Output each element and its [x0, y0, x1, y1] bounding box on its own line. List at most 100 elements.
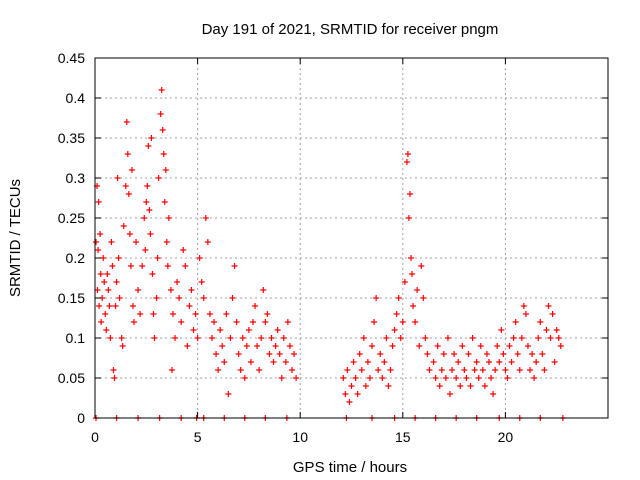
- data-point: [350, 359, 357, 365]
- data-point: [389, 343, 396, 349]
- data-point: [202, 215, 209, 221]
- data-point: [192, 311, 199, 317]
- data-point: [346, 399, 353, 405]
- data-point: [106, 303, 113, 309]
- data-point: [461, 367, 468, 373]
- data-point: [164, 263, 171, 269]
- data-point: [477, 343, 484, 349]
- data-point: [247, 359, 254, 365]
- data-point: [531, 375, 538, 381]
- data-point: [250, 319, 257, 325]
- data-point: [284, 319, 291, 325]
- data-point: [96, 303, 103, 309]
- data-point: [219, 343, 226, 349]
- data-point: [488, 375, 495, 381]
- data-point: [231, 263, 238, 269]
- data-point: [288, 367, 295, 373]
- x-tick-label: 0: [91, 429, 99, 445]
- data-point: [475, 375, 482, 381]
- data-point: [444, 335, 451, 341]
- y-tick-label: 0.35: [58, 130, 85, 146]
- data-point: [93, 239, 100, 245]
- data-point: [432, 375, 439, 381]
- data-point: [182, 263, 189, 269]
- data-point: [500, 351, 507, 357]
- plot-frame: [94, 57, 609, 419]
- data-point: [524, 343, 531, 349]
- data-point: [160, 151, 167, 157]
- data-point: [360, 335, 367, 341]
- data-point: [463, 375, 470, 381]
- data-points: [93, 87, 566, 421]
- data-point: [416, 343, 423, 349]
- data-point: [418, 263, 425, 269]
- data-point: [97, 271, 104, 277]
- data-point: [422, 335, 429, 341]
- data-point: [457, 383, 464, 389]
- data-point: [165, 215, 172, 221]
- data-point: [98, 319, 105, 325]
- data-point: [557, 343, 564, 349]
- data-point: [385, 383, 392, 389]
- data-point: [494, 343, 501, 349]
- data-point: [126, 231, 133, 237]
- data-point: [549, 311, 556, 317]
- data-point: [262, 319, 269, 325]
- data-point: [340, 375, 347, 381]
- data-point: [123, 119, 130, 125]
- data-point: [451, 351, 458, 357]
- data-point: [103, 327, 110, 333]
- y-axis-ticks: 0 0.05 0.1 0.15 0.2 0.25 0.3 0.35 0.4 0.45: [58, 50, 608, 426]
- data-point: [107, 335, 114, 341]
- data-point: [258, 335, 265, 341]
- data-point: [473, 359, 480, 365]
- data-point: [260, 287, 267, 293]
- data-point: [414, 287, 421, 293]
- data-point: [529, 351, 536, 357]
- data-point: [387, 367, 394, 373]
- data-point: [208, 335, 215, 341]
- data-point: [215, 367, 222, 373]
- data-point: [268, 335, 275, 341]
- data-point: [344, 367, 351, 373]
- data-point: [485, 359, 492, 365]
- data-point: [420, 295, 427, 301]
- data-point: [235, 351, 242, 357]
- data-point: [264, 311, 271, 317]
- data-point: [440, 351, 447, 357]
- data-point: [266, 351, 273, 357]
- data-point: [233, 319, 240, 325]
- data-point: [151, 335, 158, 341]
- data-point: [364, 359, 371, 365]
- data-point: [278, 375, 285, 381]
- data-point: [375, 367, 382, 373]
- data-point: [206, 311, 213, 317]
- data-point: [239, 335, 246, 341]
- data-point: [535, 335, 542, 341]
- data-point: [455, 359, 462, 365]
- data-point: [274, 327, 281, 333]
- data-point: [245, 327, 252, 333]
- data-point: [379, 375, 386, 381]
- data-point: [406, 191, 413, 197]
- data-point: [358, 367, 365, 373]
- data-point: [95, 199, 102, 205]
- data-point: [147, 231, 154, 237]
- chart-title: Day 191 of 2021, SRMTID for receiver png…: [202, 21, 499, 38]
- data-point: [176, 295, 183, 301]
- data-point: [143, 199, 150, 205]
- data-point: [449, 367, 456, 373]
- data-point: [391, 327, 398, 333]
- data-point: [150, 311, 157, 317]
- data-point: [467, 383, 474, 389]
- data-point: [145, 143, 152, 149]
- data-point: [180, 247, 187, 253]
- data-point: [105, 287, 112, 293]
- data-point: [404, 151, 411, 157]
- data-point: [356, 351, 363, 357]
- data-point: [223, 311, 230, 317]
- data-point: [190, 327, 197, 333]
- data-point: [483, 351, 490, 357]
- data-point: [533, 359, 540, 365]
- data-point: [397, 335, 404, 341]
